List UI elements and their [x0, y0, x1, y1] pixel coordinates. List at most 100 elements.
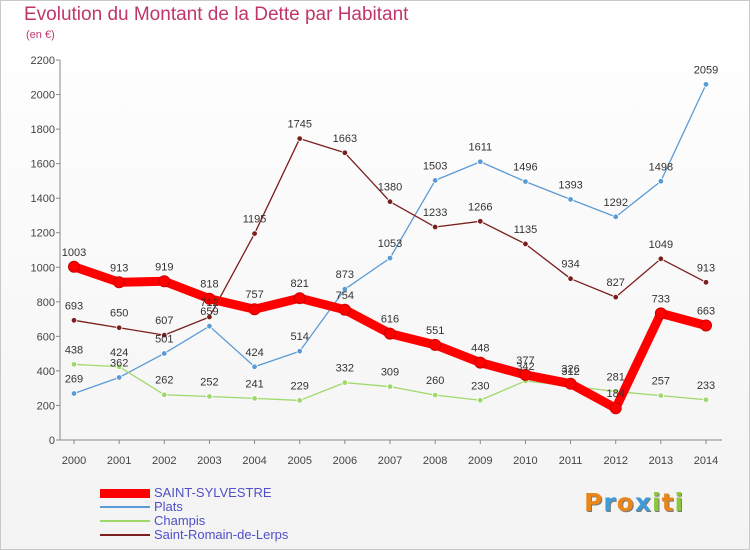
logo-letter: i	[652, 488, 662, 517]
data-point	[341, 286, 349, 293]
x-tick-label: 2004	[242, 455, 266, 467]
data-point	[296, 397, 303, 404]
x-tick-label: 2001	[107, 455, 131, 467]
data-label: 821	[291, 278, 309, 290]
data-point	[386, 254, 394, 262]
logo-letter: t	[661, 488, 675, 517]
y-tick-label: 0	[49, 435, 55, 447]
data-point	[338, 303, 351, 316]
data-label: 873	[336, 269, 354, 281]
data-label: 913	[110, 262, 128, 274]
x-tick-label: 2012	[603, 455, 627, 467]
data-point	[431, 391, 439, 399]
data-label: 281	[607, 371, 625, 383]
data-label: 1195	[243, 214, 267, 226]
data-label: 377	[516, 355, 534, 367]
data-point	[700, 319, 712, 332]
data-point	[612, 388, 619, 395]
data-point	[612, 213, 619, 221]
data-point	[564, 377, 577, 390]
data-label: 326	[561, 364, 579, 376]
data-label: 663	[697, 305, 715, 317]
data-point	[657, 178, 665, 185]
data-point	[567, 196, 574, 203]
data-point	[522, 178, 529, 185]
data-label: 1496	[513, 162, 537, 174]
data-label: 501	[155, 333, 173, 345]
legend-label: Champis	[154, 513, 206, 528]
logo-letter: r	[603, 488, 617, 517]
data-label: 2059	[694, 64, 718, 76]
data-label: 257	[652, 376, 670, 388]
data-label: 733	[652, 293, 670, 305]
data-label: 252	[200, 376, 218, 388]
data-label: 827	[607, 277, 625, 289]
series-lines	[68, 81, 712, 415]
data-label: 712	[200, 297, 218, 309]
data-point	[293, 292, 306, 305]
data-label: 616	[381, 314, 399, 326]
chart-title: Evolution du Montant de la Dette par Hab…	[24, 4, 409, 25]
data-point	[654, 307, 667, 320]
y-tick-label: 2000	[31, 90, 55, 102]
data-point	[248, 303, 261, 316]
data-point	[206, 322, 213, 330]
data-point	[519, 368, 532, 381]
data-label: 1053	[378, 238, 402, 250]
data-point	[203, 292, 216, 305]
series-line-2	[73, 137, 707, 336]
data-label: 260	[426, 375, 444, 387]
x-tick-label: 2003	[197, 455, 221, 467]
data-label: 1233	[423, 207, 447, 219]
data-point	[70, 390, 78, 397]
data-label: 424	[245, 347, 263, 359]
data-label: 1049	[649, 239, 673, 251]
data-point	[115, 324, 123, 331]
x-tick-label: 2011	[559, 455, 583, 467]
x-tick-label: 2005	[287, 455, 311, 467]
y-tick-label: 1800	[31, 124, 55, 136]
y-tick-label: 1600	[31, 159, 55, 171]
data-point	[386, 383, 394, 390]
data-label: 312	[561, 366, 579, 378]
x-tick-label: 2010	[513, 455, 537, 467]
data-label: 919	[155, 261, 173, 273]
data-label: 650	[110, 308, 128, 320]
data-label: 934	[561, 259, 579, 271]
x-tick-label: 2007	[378, 455, 402, 467]
data-label: 241	[245, 378, 263, 390]
y-tick-label: 200	[37, 400, 55, 412]
data-point	[113, 276, 126, 289]
data-point	[477, 158, 484, 165]
data-point	[161, 391, 168, 398]
logo-letter: P	[584, 488, 604, 517]
legend-swatch	[100, 506, 150, 508]
legend-label: Saint-Romain-de-Lerps	[154, 527, 289, 542]
data-point	[206, 393, 213, 400]
data-point	[386, 198, 394, 205]
data-label: 1380	[378, 182, 402, 194]
y-tick-label: 1000	[31, 262, 55, 274]
y-tick-label: 1400	[31, 193, 55, 205]
data-label: 438	[65, 344, 83, 356]
data-label: 754	[336, 290, 354, 302]
legend-label: Plats	[154, 499, 183, 514]
data-label: 913	[697, 262, 715, 274]
data-label: 1393	[558, 179, 582, 191]
data-label: 818	[200, 279, 218, 291]
logo-letter: o	[616, 488, 635, 517]
data-point	[251, 230, 258, 237]
data-point	[251, 395, 258, 402]
y-tick-label: 400	[37, 366, 55, 378]
data-point	[657, 255, 665, 263]
data-point	[702, 396, 710, 403]
data-point	[477, 397, 484, 404]
data-label: 1135	[514, 224, 538, 236]
data-label: 1611	[468, 142, 492, 154]
data-label: 1003	[62, 247, 86, 259]
data-point	[702, 81, 710, 88]
data-label: 424	[110, 347, 128, 359]
data-point	[477, 218, 484, 225]
data-labels: 269 362 501 659 424 514 873 1053 1503 1611 1496 139…	[62, 64, 718, 400]
data-point	[296, 348, 303, 355]
